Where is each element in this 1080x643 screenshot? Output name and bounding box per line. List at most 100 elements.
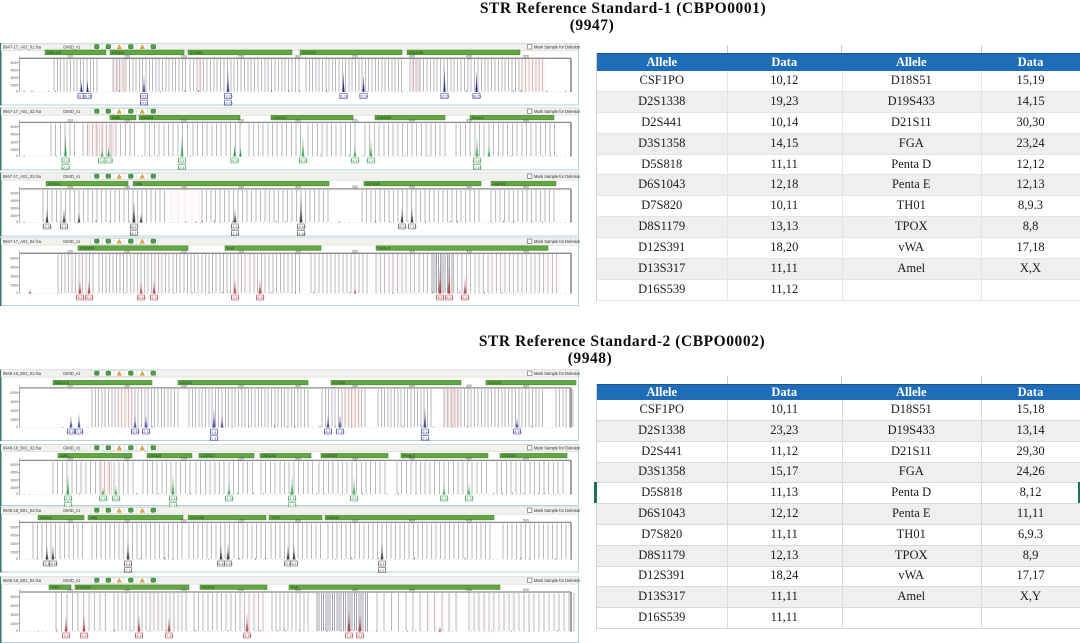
svg-text:11,13: 11,13 xyxy=(150,296,159,300)
svg-text:9947-17_A01_01.fsa: 9947-17_A01_01.fsa xyxy=(3,45,42,50)
svg-text:1500: 1500 xyxy=(10,148,18,152)
svg-text:400: 400 xyxy=(409,118,415,122)
svg-text:250: 250 xyxy=(238,54,244,58)
svg-text:12,16: 12,16 xyxy=(169,504,178,508)
svg-text:9948-18_B01_04.fsa: 9948-18_B01_04.fsa xyxy=(3,578,42,583)
svg-text:3000: 3000 xyxy=(10,409,18,413)
svg-text:1500: 1500 xyxy=(10,214,18,218)
svg-text:Penta E: Penta E xyxy=(472,116,485,120)
svg-text:150: 150 xyxy=(124,249,130,253)
svg-text:14,16: 14,16 xyxy=(225,497,234,501)
svg-text:TPOX: TPOX xyxy=(271,516,281,520)
svg-text:GMID_v1: GMID_v1 xyxy=(63,578,81,583)
svg-text:9947-17_A01_02.fsa: 9947-17_A01_02.fsa xyxy=(3,109,42,114)
svg-text:9947-17_A01_03.fsa: 9947-17_A01_03.fsa xyxy=(3,174,42,179)
svg-text:18,12: 18,12 xyxy=(445,296,454,300)
svg-text:100: 100 xyxy=(67,54,73,58)
svg-text:16,16: 16,16 xyxy=(137,296,146,300)
svg-text:10,11: 10,11 xyxy=(140,95,149,99)
svg-text:16,18: 16,18 xyxy=(83,95,92,99)
svg-text:17,16: 17,16 xyxy=(345,634,354,638)
svg-text:450: 450 xyxy=(466,518,472,522)
svg-text:3000: 3000 xyxy=(10,275,18,279)
svg-text:6000: 6000 xyxy=(10,257,18,261)
svg-text:GMID_v1: GMID_v1 xyxy=(63,109,81,114)
svg-text:6000: 6000 xyxy=(10,525,18,529)
svg-text:vWA: vWA xyxy=(135,182,143,186)
svg-text:Mark Sample for Deletion: Mark Sample for Deletion xyxy=(534,508,581,513)
svg-text:250: 250 xyxy=(238,588,244,592)
svg-text:350: 350 xyxy=(352,118,358,122)
svg-text:350: 350 xyxy=(352,518,358,522)
svg-text:0: 0 xyxy=(16,154,18,158)
svg-text:14,16: 14,16 xyxy=(297,225,306,229)
svg-text:D2S1338: D2S1338 xyxy=(190,516,204,520)
svg-text:Penta E: Penta E xyxy=(403,454,416,458)
svg-text:9948-18_B01_03.fsa: 9948-18_B01_03.fsa xyxy=(3,508,42,513)
svg-text:450: 450 xyxy=(466,588,472,592)
svg-text:D8S1179: D8S1179 xyxy=(47,51,61,55)
svg-text:GMID_v1: GMID_v1 xyxy=(63,508,81,513)
svg-text:100: 100 xyxy=(67,518,73,522)
svg-text:6000: 6000 xyxy=(10,391,18,395)
svg-text:18,18: 18,18 xyxy=(67,430,76,434)
svg-text:AMEL: AMEL xyxy=(60,454,69,458)
svg-text:Mark Sample for Deletion: Mark Sample for Deletion xyxy=(534,371,581,376)
svg-text:3000: 3000 xyxy=(10,613,18,617)
svg-text:6000: 6000 xyxy=(10,463,18,467)
svg-text:9947-17_A01_04.fsa: 9947-17_A01_04.fsa xyxy=(3,239,42,244)
svg-text:200: 200 xyxy=(181,118,187,122)
svg-text:12,11: 12,11 xyxy=(124,569,133,573)
svg-text:14,14: 14,14 xyxy=(135,634,144,638)
svg-text:CSF1PO: CSF1PO xyxy=(488,381,502,385)
svg-text:GMID_v1: GMID_v1 xyxy=(63,45,81,50)
svg-text:10,11: 10,11 xyxy=(356,634,365,638)
svg-text:18,11: 18,11 xyxy=(76,296,85,300)
svg-text:150: 150 xyxy=(124,185,130,189)
svg-text:350: 350 xyxy=(352,456,358,460)
svg-text:4500: 4500 xyxy=(10,400,18,404)
svg-text:250: 250 xyxy=(238,384,244,388)
svg-text:14,14: 14,14 xyxy=(351,159,360,163)
svg-text:D12S391: D12S391 xyxy=(77,586,91,590)
svg-text:18,17: 18,17 xyxy=(130,225,139,229)
svg-text:12,12: 12,12 xyxy=(421,430,430,434)
svg-text:200: 200 xyxy=(181,185,187,189)
svg-text:14,15: 14,15 xyxy=(288,497,297,501)
svg-text:450: 450 xyxy=(466,54,472,58)
svg-text:250: 250 xyxy=(238,249,244,253)
svg-text:300: 300 xyxy=(295,249,301,253)
svg-text:250: 250 xyxy=(238,185,244,189)
svg-text:400: 400 xyxy=(409,185,415,189)
svg-text:4500: 4500 xyxy=(10,199,18,203)
svg-text:18,17: 18,17 xyxy=(130,232,139,236)
svg-text:100: 100 xyxy=(67,384,73,388)
svg-text:12,17: 12,17 xyxy=(178,159,187,163)
svg-text:D3S1358: D3S1358 xyxy=(409,51,423,55)
svg-text:D21S11: D21S11 xyxy=(112,51,124,55)
svg-text:450: 450 xyxy=(466,185,472,189)
svg-text:350: 350 xyxy=(352,185,358,189)
svg-text:400: 400 xyxy=(409,249,415,253)
svg-text:13,17: 13,17 xyxy=(98,159,107,163)
svg-text:12,11: 12,11 xyxy=(124,562,133,566)
svg-text:13,13: 13,13 xyxy=(350,497,359,501)
svg-text:vWA: vWA xyxy=(90,516,98,520)
svg-text:500: 500 xyxy=(523,54,529,58)
svg-text:10,18: 10,18 xyxy=(131,430,140,434)
svg-text:Mark Sample for Deletion: Mark Sample for Deletion xyxy=(534,446,581,451)
svg-text:200: 200 xyxy=(181,54,187,58)
svg-text:150: 150 xyxy=(124,588,130,592)
svg-text:3000: 3000 xyxy=(10,76,18,80)
svg-text:12,12: 12,12 xyxy=(61,166,70,170)
svg-text:10,16: 10,16 xyxy=(473,166,482,170)
svg-text:FGA: FGA xyxy=(227,247,235,251)
svg-text:4500: 4500 xyxy=(10,604,18,608)
svg-text:450: 450 xyxy=(466,118,472,122)
svg-text:0: 0 xyxy=(16,425,18,429)
svg-text:14,17: 14,17 xyxy=(378,562,387,566)
svg-text:0: 0 xyxy=(16,492,18,496)
svg-text:150: 150 xyxy=(124,518,130,522)
svg-text:350: 350 xyxy=(352,249,358,253)
svg-text:0: 0 xyxy=(16,90,18,94)
